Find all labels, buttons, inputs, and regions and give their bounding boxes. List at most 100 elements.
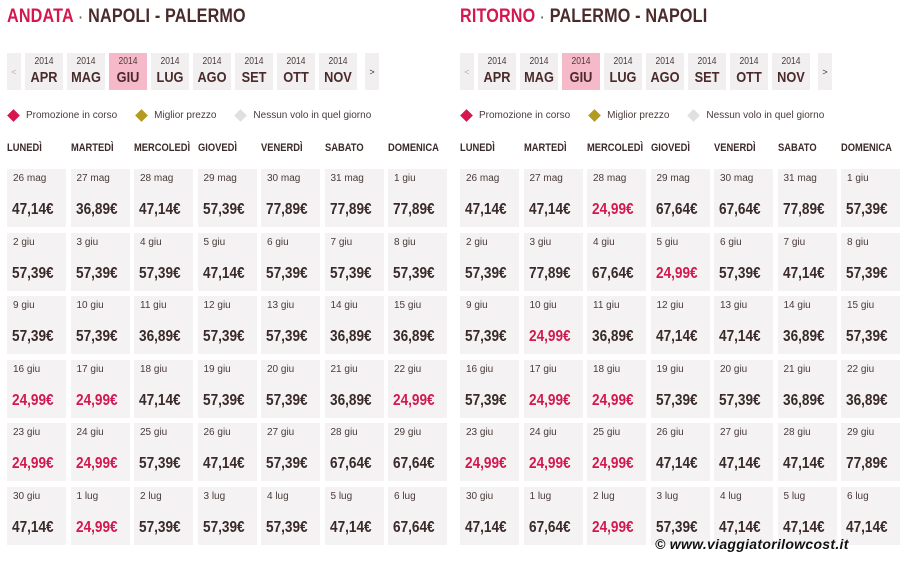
calendar-day-cell[interactable]: 27 giu 57,39€	[261, 423, 320, 481]
calendar-day-cell[interactable]: 3 giu 57,39€	[70, 232, 130, 291]
calendar-day-cell[interactable]: 3 giu 77,89€	[523, 232, 583, 291]
calendar-day-cell[interactable]: 26 mag 47,14€	[7, 169, 66, 227]
calendar-day-cell[interactable]: 28 giu 67,64€	[324, 423, 384, 481]
calendar-day-cell[interactable]: 1 giu 77,89€	[388, 169, 447, 227]
calendar-day-cell[interactable]: 1 giu 57,39€	[841, 169, 900, 227]
calendar-day-cell[interactable]: 5 lug 47,14€	[777, 486, 837, 545]
calendar-day-cell[interactable]: 4 giu 67,64€	[587, 232, 646, 291]
calendar-day-cell[interactable]: 27 mag 36,89€	[70, 169, 130, 227]
month-tab-ott[interactable]: 2014 OTT	[730, 53, 768, 90]
calendar-day-cell[interactable]: 3 lug 57,39€	[197, 486, 257, 545]
calendar-day-cell[interactable]: 29 mag 57,39€	[197, 169, 257, 227]
calendar-day-cell[interactable]: 23 giu 24,99€	[460, 423, 519, 481]
calendar-day-cell[interactable]: 21 giu 36,89€	[324, 359, 384, 418]
calendar-day-cell[interactable]: 9 giu 57,39€	[7, 296, 66, 354]
month-tab-ago[interactable]: 2014 AGO	[646, 53, 684, 90]
calendar-day-cell[interactable]: 22 giu 36,89€	[841, 359, 900, 418]
month-tab-set[interactable]: 2014 SET	[235, 53, 273, 90]
month-tab-ago[interactable]: 2014 AGO	[193, 53, 231, 90]
calendar-day-cell[interactable]: 26 giu 47,14€	[197, 423, 257, 481]
prev-month-arrow-icon[interactable]: <	[7, 53, 21, 90]
calendar-day-cell[interactable]: 8 giu 57,39€	[388, 232, 447, 291]
calendar-day-cell[interactable]: 24 giu 24,99€	[523, 423, 583, 481]
month-tab-mag[interactable]: 2014 MAG	[520, 53, 558, 90]
calendar-day-cell[interactable]: 28 mag 47,14€	[134, 169, 193, 227]
calendar-day-cell[interactable]: 20 giu 57,39€	[261, 359, 320, 418]
calendar-day-cell[interactable]: 8 giu 57,39€	[841, 232, 900, 291]
calendar-day-cell[interactable]: 6 lug 67,64€	[388, 486, 447, 545]
month-tab-ott[interactable]: 2014 OTT	[277, 53, 315, 90]
calendar-day-cell[interactable]: 25 giu 57,39€	[134, 423, 193, 481]
calendar-day-cell[interactable]: 5 giu 24,99€	[650, 232, 710, 291]
calendar-day-cell[interactable]: 15 giu 36,89€	[388, 296, 447, 354]
calendar-day-cell[interactable]: 2 lug 57,39€	[134, 486, 193, 545]
calendar-day-cell[interactable]: 10 giu 24,99€	[523, 296, 583, 354]
calendar-day-cell[interactable]: 27 giu 47,14€	[714, 423, 773, 481]
calendar-day-cell[interactable]: 19 giu 57,39€	[650, 359, 710, 418]
calendar-day-cell[interactable]: 4 lug 47,14€	[714, 486, 773, 545]
month-tab-giu[interactable]: 2014 GIU	[562, 53, 600, 90]
calendar-day-cell[interactable]: 16 giu 57,39€	[460, 359, 519, 418]
calendar-day-cell[interactable]: 15 giu 57,39€	[841, 296, 900, 354]
calendar-day-cell[interactable]: 30 giu 47,14€	[7, 486, 66, 545]
calendar-day-cell[interactable]: 4 giu 57,39€	[134, 232, 193, 291]
calendar-day-cell[interactable]: 6 giu 57,39€	[261, 232, 320, 291]
calendar-day-cell[interactable]: 17 giu 24,99€	[70, 359, 130, 418]
calendar-day-cell[interactable]: 27 mag 47,14€	[523, 169, 583, 227]
calendar-day-cell[interactable]: 26 giu 47,14€	[650, 423, 710, 481]
calendar-day-cell[interactable]: 30 mag 77,89€	[261, 169, 320, 227]
calendar-day-cell[interactable]: 1 lug 67,64€	[523, 486, 583, 545]
month-tab-apr[interactable]: 2014 APR	[25, 53, 63, 90]
calendar-day-cell[interactable]: 5 giu 47,14€	[197, 232, 257, 291]
calendar-day-cell[interactable]: 2 giu 57,39€	[7, 232, 66, 291]
month-tab-nov[interactable]: 2014 NOV	[772, 53, 810, 90]
calendar-day-cell[interactable]: 31 mag 77,89€	[777, 169, 837, 227]
calendar-day-cell[interactable]: 11 giu 36,89€	[134, 296, 193, 354]
calendar-day-cell[interactable]: 26 mag 47,14€	[460, 169, 519, 227]
calendar-day-cell[interactable]: 29 mag 67,64€	[650, 169, 710, 227]
calendar-day-cell[interactable]: 13 giu 57,39€	[261, 296, 320, 354]
calendar-day-cell[interactable]: 30 mag 67,64€	[714, 169, 773, 227]
month-tab-set[interactable]: 2014 SET	[688, 53, 726, 90]
calendar-day-cell[interactable]: 6 lug 47,14€	[841, 486, 900, 545]
prev-month-arrow-icon[interactable]: <	[460, 53, 474, 90]
calendar-day-cell[interactable]: 22 giu 24,99€	[388, 359, 447, 418]
calendar-day-cell[interactable]: 14 giu 36,89€	[777, 296, 837, 354]
calendar-day-cell[interactable]: 28 mag 24,99€	[587, 169, 646, 227]
calendar-day-cell[interactable]: 7 giu 47,14€	[777, 232, 837, 291]
calendar-day-cell[interactable]: 1 lug 24,99€	[70, 486, 130, 545]
calendar-day-cell[interactable]: 28 giu 47,14€	[777, 423, 837, 481]
calendar-day-cell[interactable]: 17 giu 24,99€	[523, 359, 583, 418]
calendar-day-cell[interactable]: 5 lug 47,14€	[324, 486, 384, 545]
calendar-day-cell[interactable]: 20 giu 57,39€	[714, 359, 773, 418]
month-tab-mag[interactable]: 2014 MAG	[67, 53, 105, 90]
calendar-day-cell[interactable]: 3 lug 57,39€	[650, 486, 710, 545]
calendar-day-cell[interactable]: 24 giu 24,99€	[70, 423, 130, 481]
calendar-day-cell[interactable]: 18 giu 47,14€	[134, 359, 193, 418]
calendar-day-cell[interactable]: 13 giu 47,14€	[714, 296, 773, 354]
calendar-day-cell[interactable]: 23 giu 24,99€	[7, 423, 66, 481]
month-tab-apr[interactable]: 2014 APR	[478, 53, 516, 90]
calendar-day-cell[interactable]: 2 lug 24,99€	[587, 486, 646, 545]
calendar-day-cell[interactable]: 6 giu 57,39€	[714, 232, 773, 291]
calendar-day-cell[interactable]: 30 giu 47,14€	[460, 486, 519, 545]
calendar-day-cell[interactable]: 4 lug 57,39€	[261, 486, 320, 545]
calendar-day-cell[interactable]: 7 giu 57,39€	[324, 232, 384, 291]
calendar-day-cell[interactable]: 31 mag 77,89€	[324, 169, 384, 227]
calendar-day-cell[interactable]: 19 giu 57,39€	[197, 359, 257, 418]
calendar-day-cell[interactable]: 12 giu 57,39€	[197, 296, 257, 354]
next-month-arrow-icon[interactable]: >	[818, 53, 832, 90]
calendar-day-cell[interactable]: 10 giu 57,39€	[70, 296, 130, 354]
calendar-day-cell[interactable]: 29 giu 67,64€	[388, 423, 447, 481]
month-tab-lug[interactable]: 2014 LUG	[151, 53, 189, 90]
calendar-day-cell[interactable]: 2 giu 57,39€	[460, 232, 519, 291]
calendar-day-cell[interactable]: 16 giu 24,99€	[7, 359, 66, 418]
calendar-day-cell[interactable]: 11 giu 36,89€	[587, 296, 646, 354]
calendar-day-cell[interactable]: 25 giu 24,99€	[587, 423, 646, 481]
next-month-arrow-icon[interactable]: >	[365, 53, 379, 90]
month-tab-lug[interactable]: 2014 LUG	[604, 53, 642, 90]
calendar-day-cell[interactable]: 9 giu 57,39€	[460, 296, 519, 354]
calendar-day-cell[interactable]: 12 giu 47,14€	[650, 296, 710, 354]
calendar-day-cell[interactable]: 14 giu 36,89€	[324, 296, 384, 354]
month-tab-nov[interactable]: 2014 NOV	[319, 53, 357, 90]
